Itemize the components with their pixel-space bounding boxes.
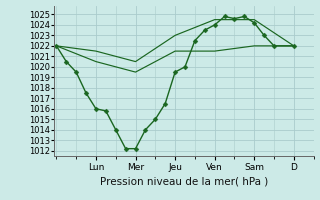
X-axis label: Pression niveau de la mer( hPa ): Pression niveau de la mer( hPa ): [100, 176, 268, 186]
